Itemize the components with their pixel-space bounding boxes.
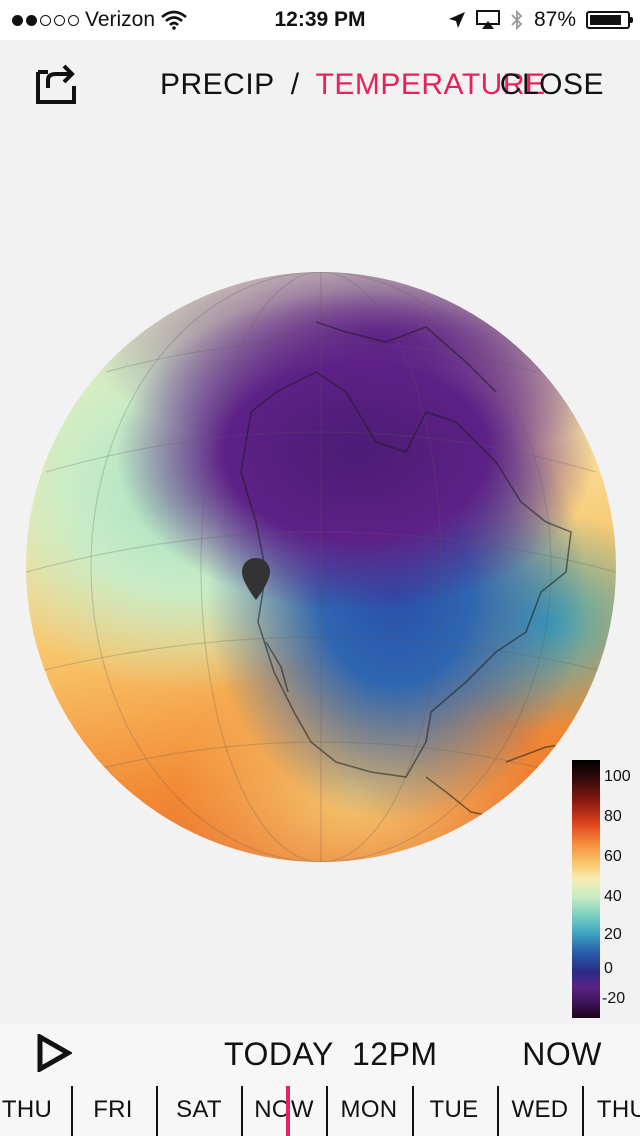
day-separator [582,1086,584,1136]
day-label[interactable]: WED [511,1096,569,1123]
day-label[interactable]: NOW [254,1096,314,1123]
timeline-panel: TODAY 12PM NOW THU FRI SAT NOW MON TUE W… [0,1024,640,1136]
timeline-cursor[interactable] [286,1086,290,1136]
legend-tick: 20 [604,926,622,943]
day-separator [326,1086,328,1136]
signal-strength-icon [12,14,79,26]
play-icon[interactable] [36,1034,72,1072]
day-label[interactable]: THU [596,1096,640,1123]
day-scrubber[interactable]: THU FRI SAT NOW MON TUE WED THU [0,1086,640,1136]
header-bar: PRECIP / TEMPERATURE CLOSE [0,40,640,124]
temperature-legend: 100 80 60 40 20 0 -20 [570,760,640,1022]
close-button[interactable]: CLOSE [499,68,604,101]
status-bar: Verizon 12:39 PM 87% [0,0,640,40]
legend-tick: 100 [604,768,631,785]
mode-separator: / [290,68,300,101]
status-left: Verizon [12,8,187,32]
mode-toggle: PRECIP / TEMPERATURE [160,68,546,102]
day-separator [497,1086,499,1136]
legend-tick: 40 [604,888,622,905]
tab-precip[interactable]: PRECIP [160,68,275,101]
legend-tick: 60 [604,848,622,865]
wifi-icon [161,10,187,30]
legend-tick: 0 [604,960,613,977]
legend-tick: -20 [602,990,626,1007]
airplay-icon [475,10,500,29]
temperature-globe[interactable] [26,272,616,862]
status-time: 12:39 PM [274,8,366,31]
map-view[interactable]: 100 80 60 40 20 0 -20 [0,124,640,1024]
day-label[interactable]: TUE [429,1096,479,1123]
share-icon[interactable] [34,62,82,106]
day-label[interactable]: THU [1,1096,53,1123]
bluetooth-icon [511,9,523,31]
legend-tick: 80 [604,808,622,825]
location-arrow-icon [448,12,465,28]
status-right: 87% [448,8,633,32]
day-separator [156,1086,158,1136]
tab-temperature[interactable]: TEMPERATURE [315,68,546,101]
day-label[interactable]: FRI [93,1096,133,1123]
current-time-label: TODAY 12PM [224,1036,438,1072]
day-separator [241,1086,243,1136]
day-label[interactable]: SAT [176,1096,222,1123]
now-button[interactable]: NOW [522,1036,602,1072]
legend-color-scale [572,760,600,1018]
carrier-name: Verizon [85,8,156,31]
day-separator [412,1086,414,1136]
battery-icon [586,11,633,29]
location-pin-icon[interactable] [242,558,270,600]
day-label[interactable]: MON [340,1096,398,1123]
battery-percent: 87% [533,8,576,31]
globe-gridlines [26,272,616,862]
day-separator [71,1086,73,1136]
